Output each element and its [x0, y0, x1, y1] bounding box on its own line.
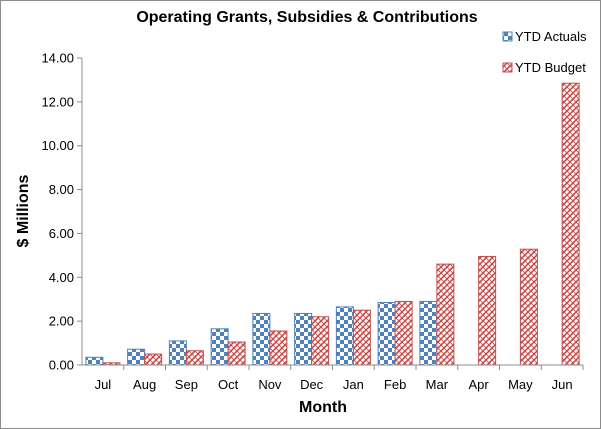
chart-title: Operating Grants, Subsidies & Contributi…: [136, 9, 477, 26]
legend-item-actuals: YTD Actuals: [502, 29, 587, 44]
bar-ytd-budget: [519, 248, 538, 366]
bar-ytd-actuals: [85, 356, 104, 366]
bar-ytd-budget: [352, 309, 371, 366]
x-tick-label: Jul: [95, 377, 112, 392]
bar-ytd-budget: [269, 330, 288, 366]
legend-label-actuals: YTD Actuals: [515, 29, 587, 44]
x-tick-label: Jan: [343, 377, 364, 392]
bar-ytd-budget: [227, 341, 246, 366]
bar-ytd-budget: [478, 255, 497, 366]
y-tick-label: 12.00: [41, 94, 74, 109]
x-axis-title: Month: [299, 399, 347, 416]
x-tick-label: Oct: [218, 377, 239, 392]
x-tick-label: Feb: [384, 377, 406, 392]
bar-series: [85, 82, 580, 366]
y-tick-label: 8.00: [49, 182, 74, 197]
bar-ytd-budget: [394, 300, 413, 366]
y-axis-ticks: 0.00 2.00 4.00 6.00 8.00 10.00 12.00 14.00: [41, 51, 82, 373]
x-tick-label: May: [508, 377, 533, 392]
bar-ytd-budget: [185, 350, 204, 366]
bar-ytd-actuals: [252, 312, 271, 366]
y-tick-label: 4.00: [49, 270, 74, 285]
x-tick-label: Sep: [175, 377, 198, 392]
y-tick-label: 2.00: [49, 314, 74, 329]
y-tick-label: 6.00: [49, 226, 74, 241]
bar-ytd-actuals: [210, 328, 229, 366]
y-axis-title: $ Millions: [15, 174, 32, 247]
bar-ytd-actuals: [127, 348, 146, 366]
x-tick-label: Dec: [300, 377, 324, 392]
x-tick-label: Apr: [469, 377, 490, 392]
bar-ytd-actuals: [335, 306, 354, 366]
legend-swatch-actuals: [502, 31, 513, 42]
bar-ytd-actuals: [294, 312, 313, 366]
y-tick-label: 10.00: [41, 138, 74, 153]
legend-item-budget: YTD Budget: [502, 60, 586, 75]
bar-ytd-budget: [144, 353, 163, 366]
bar-ytd-actuals: [419, 300, 438, 366]
legend: YTD Actuals YTD Budget: [502, 29, 587, 75]
x-tick-label: Mar: [426, 377, 449, 392]
bar-ytd-actuals: [168, 340, 187, 366]
x-tick-label: Nov: [258, 377, 282, 392]
x-tick-label: Aug: [133, 377, 156, 392]
y-tick-label: 0.00: [49, 358, 74, 373]
bar-ytd-budget: [436, 263, 455, 366]
x-axis-ticks: Jul Aug Sep Oct Nov Dec Jan Feb Mar Apr May Jun: [95, 365, 584, 392]
bar-ytd-budget: [561, 82, 580, 366]
bar-ytd-actuals: [377, 302, 396, 366]
y-tick-label: 14.00: [41, 51, 74, 66]
legend-label-budget: YTD Budget: [515, 60, 586, 75]
legend-swatch-budget: [502, 62, 513, 73]
x-tick-label: Jun: [552, 377, 573, 392]
bar-ytd-budget: [311, 316, 330, 366]
